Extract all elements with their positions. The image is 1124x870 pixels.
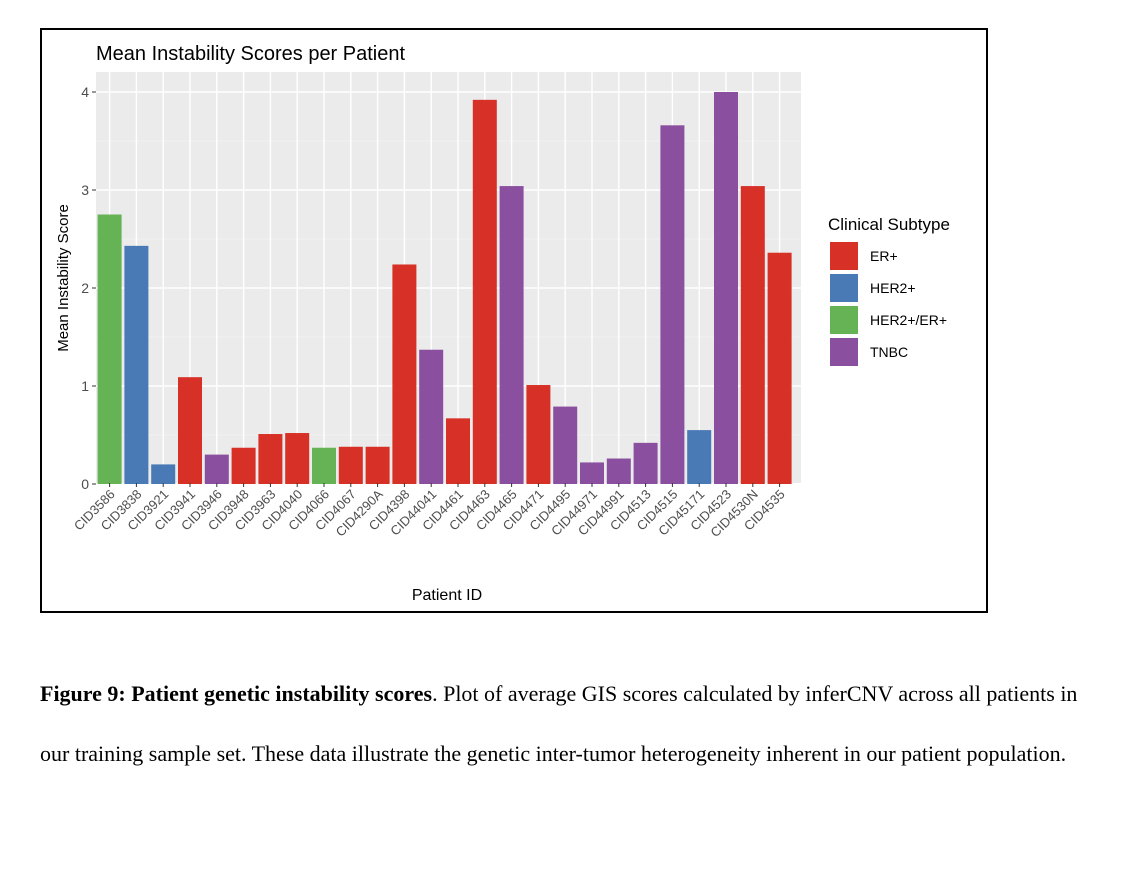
caption-body: . Plot of average GIS scores calculated … [40,681,1078,766]
x-axis-label: Patient ID [412,587,482,604]
chart-title: Mean Instability Scores per Patient [96,43,405,65]
y-tick-label: 0 [81,476,89,492]
bar-chart: Mean Instability Scores per Patient 0 1 2 3… [55,43,950,604]
bar-cid4066 [312,447,336,484]
bar-cid44971 [580,462,604,484]
bar-cid4523 [714,92,738,484]
figure-caption: Figure 9: Patient genetic instability sc… [40,664,1080,784]
legend-label: HER2+ [870,280,916,296]
legend-swatch-er- [830,242,858,270]
bar-cid3586 [97,214,122,484]
bar-cid3963 [258,434,283,484]
bar-cid4513 [633,442,658,484]
bar-cid4471 [526,385,551,484]
y-axis-label: Mean Instability Score [55,204,72,352]
legend-swatch-her2- [830,274,858,302]
bar-cid4515 [660,125,685,484]
y-tick-label: 4 [81,84,89,100]
bar-cid45171 [687,430,712,484]
bar-cid3838 [124,245,149,484]
bar-cid3921 [151,464,176,484]
x-axis: CID3586CID3838CID3921CID3941CID3946CID39… [71,483,788,540]
bar-cid3941 [178,377,202,484]
caption-lead: Figure 9: Patient genetic instability sc… [40,681,433,706]
y-axis: 0 1 2 3 4 [81,84,96,492]
bar-cid44991 [606,458,631,484]
bar-cid3946 [204,454,229,484]
bar-cid3948 [231,447,256,484]
legend-label: HER2+/ER+ [870,312,947,328]
bar-cid4290a [365,446,390,484]
bar-cid4530n [740,186,765,484]
bar-cid4040 [285,433,310,484]
y-tick-label: 1 [81,378,89,394]
bar-cid4495 [553,406,578,484]
legend-label: ER+ [870,248,898,264]
bar-cid4463 [472,99,497,484]
bar-cid44041 [419,349,444,484]
bar-cid4535 [767,252,792,484]
legend-swatch-her2-er- [830,306,858,334]
y-tick-label: 3 [81,182,89,198]
legend-title: Clinical Subtype [828,215,950,234]
y-tick-label: 2 [81,280,89,296]
bar-cid4067 [338,446,363,484]
bar-cid4465 [499,186,524,484]
legend: Clinical Subtype ER+ HER2+ HER2+/ER+ TNBC [828,215,950,366]
legend-label: TNBC [870,344,908,360]
bar-cid4398 [392,264,417,484]
bars [97,92,792,484]
figure-frame: Mean Instability Scores per Patient 0 1 2 3… [40,28,988,613]
bar-cid4461 [446,418,470,484]
legend-swatch-tnbc [830,338,858,366]
